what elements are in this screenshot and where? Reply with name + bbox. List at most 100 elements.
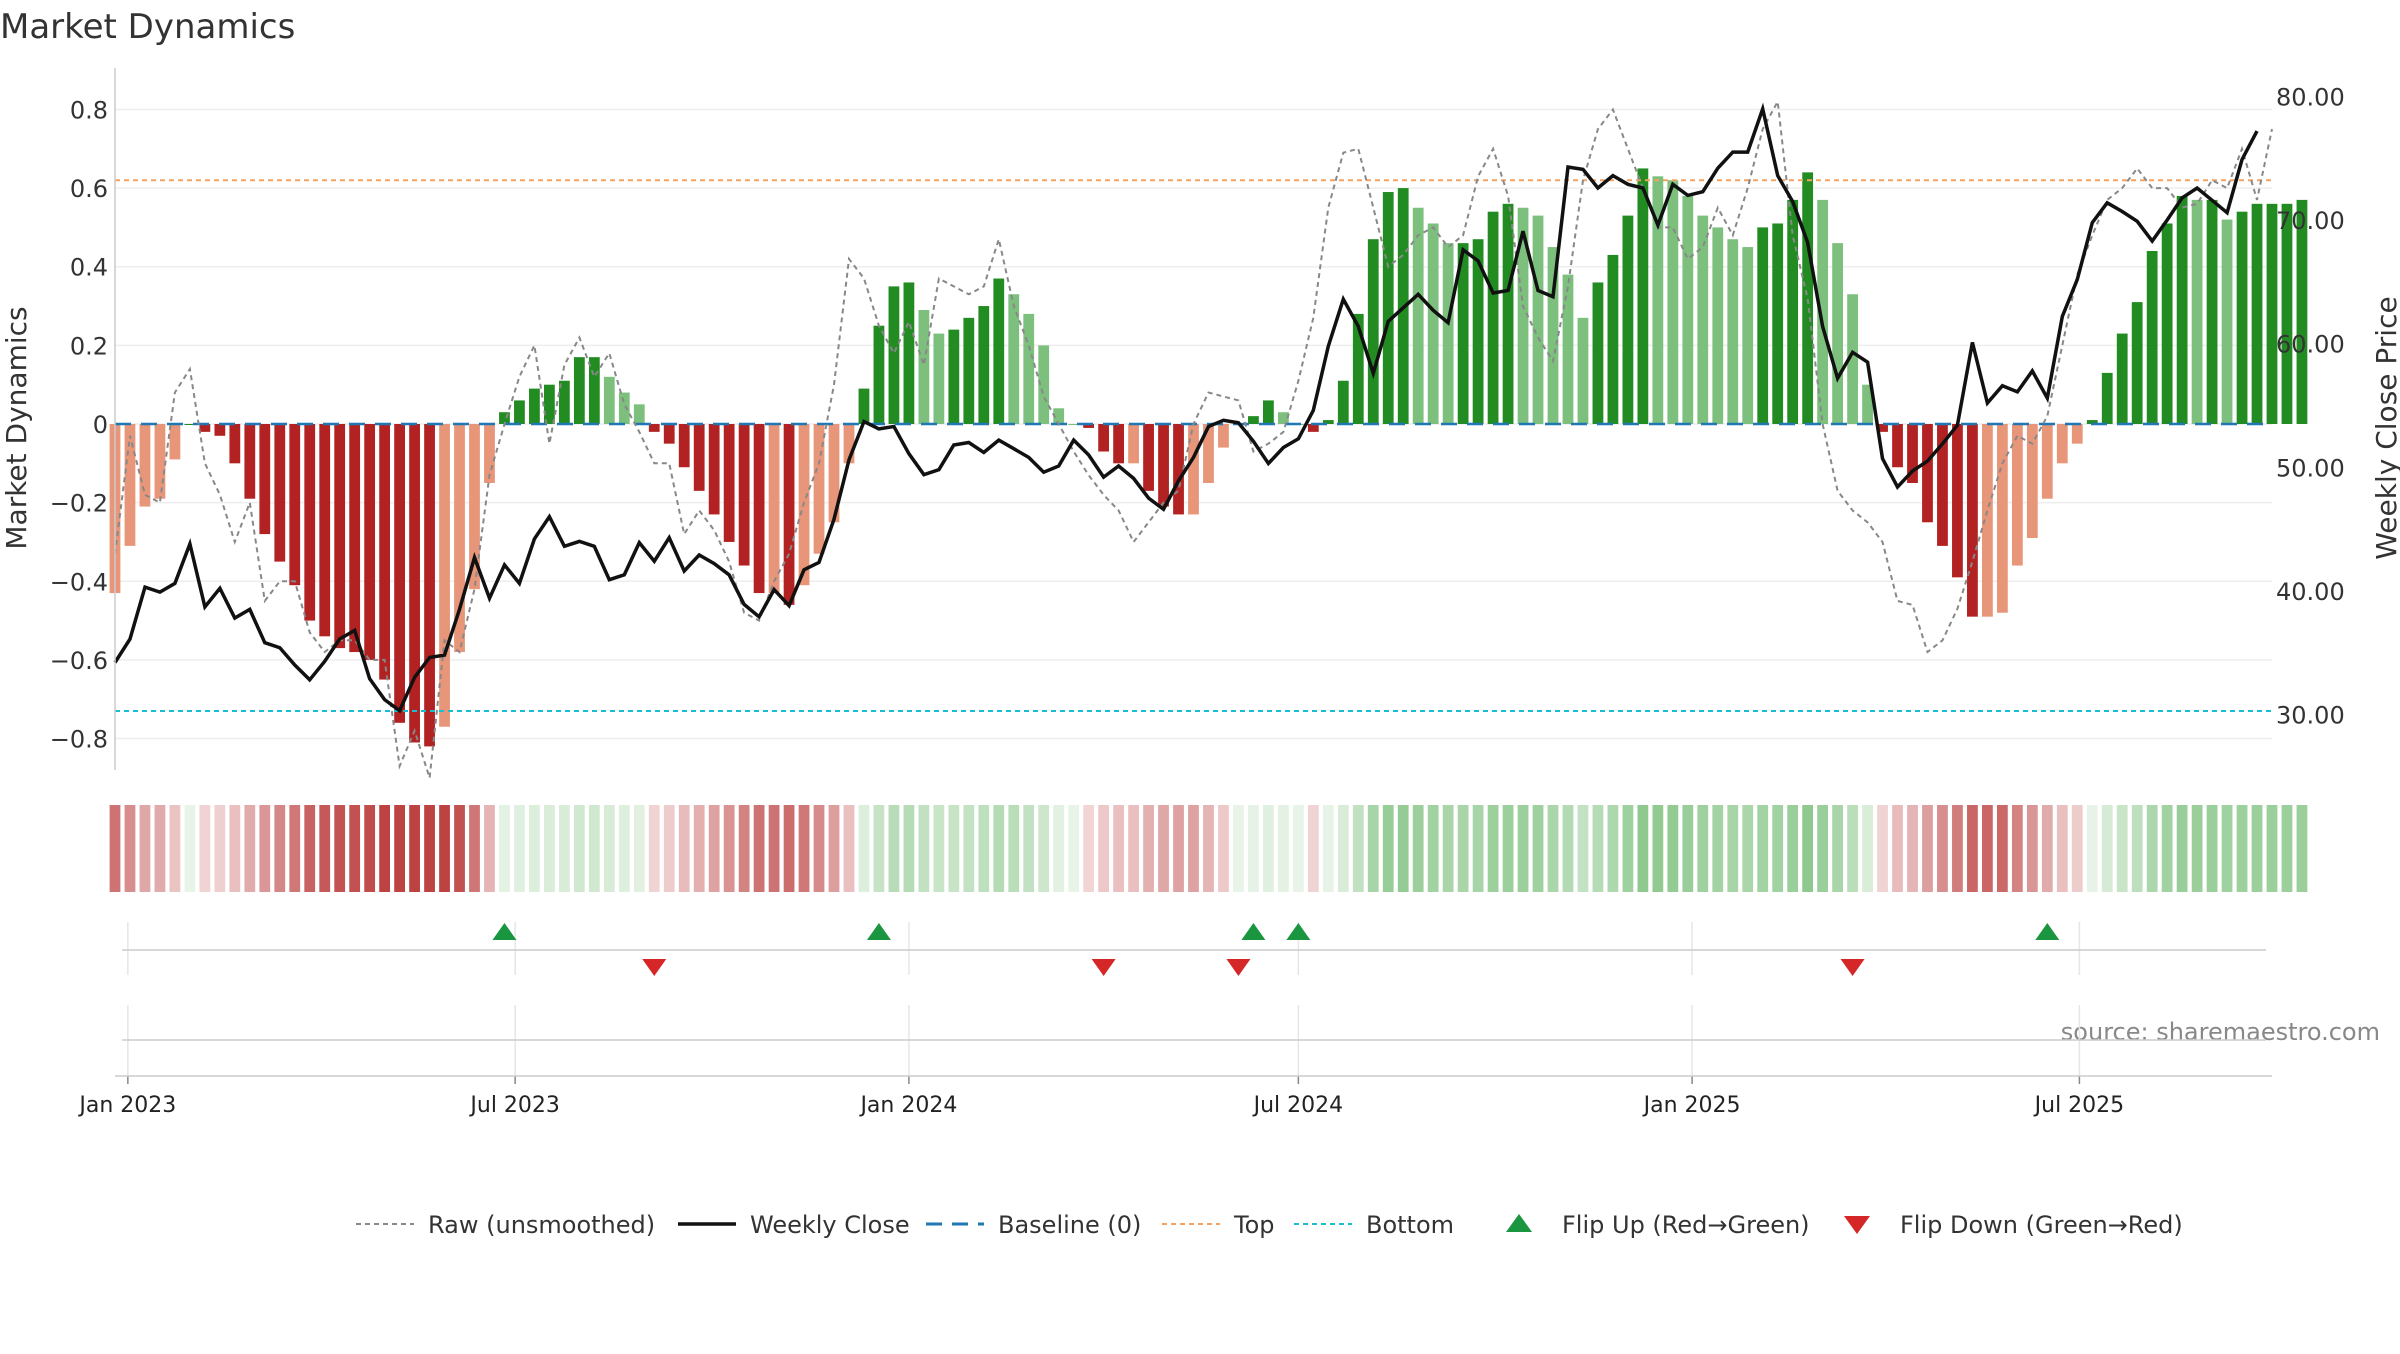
regime-cell <box>1248 805 1259 892</box>
regime-cell <box>1382 805 1394 892</box>
dynamics-bar <box>1802 172 1814 424</box>
dynamics-bar <box>753 424 765 594</box>
regime-cell <box>1757 805 1769 892</box>
regime-cell <box>1292 805 1304 892</box>
regime-cell <box>888 805 900 892</box>
regime-cell <box>1592 805 1604 892</box>
dynamics-bar <box>1667 180 1679 424</box>
regime-cell <box>753 805 765 892</box>
dynamics-bar <box>948 329 960 424</box>
dynamics-bar <box>1038 345 1050 424</box>
regime-cell <box>1053 805 1065 892</box>
regime-cell <box>633 805 645 892</box>
regime-cell <box>109 805 121 892</box>
dynamics-bar <box>1757 227 1769 424</box>
x-tick-label: Jan 2024 <box>858 1093 957 1118</box>
regime-cell <box>499 805 510 892</box>
dynamics-bar <box>394 424 405 723</box>
regime-cell <box>1487 805 1499 892</box>
dynamics-bar <box>1652 176 1664 424</box>
dynamics-bar <box>1367 239 1379 424</box>
right-tick-label: 50.00 <box>2276 454 2345 482</box>
dynamics-bar <box>1787 199 1799 424</box>
regime-cell <box>1742 805 1754 892</box>
regime-cell <box>873 805 885 892</box>
dynamics-bar <box>648 424 660 432</box>
flip-down-marker <box>642 959 667 976</box>
regime-cell <box>978 805 990 892</box>
dynamics-bar <box>1248 416 1259 424</box>
regime-cell <box>603 805 615 892</box>
dynamics-bar <box>544 384 555 424</box>
regime-cell <box>289 805 301 892</box>
dynamics-bar <box>514 400 525 424</box>
regime-cell <box>1233 805 1244 892</box>
regime-cell <box>1697 805 1709 892</box>
dynamics-bar <box>1412 207 1424 424</box>
regime-cell <box>364 805 376 892</box>
regime-cell <box>1652 805 1664 892</box>
flip-up-marker <box>2035 923 2060 940</box>
dynamics-bar <box>993 278 1005 424</box>
regime-cell <box>1173 805 1184 892</box>
regime-cell <box>304 805 316 892</box>
regime-cell <box>1667 805 1679 892</box>
dynamics-bar <box>1622 215 1634 424</box>
flip-up-marker <box>1286 923 1311 940</box>
regime-cell <box>1307 805 1319 892</box>
regime-cell <box>2041 805 2053 892</box>
dynamics-bar <box>963 317 975 424</box>
dynamics-bar <box>2146 251 2158 424</box>
raw-line <box>114 98 2273 779</box>
regime-cell <box>424 805 435 892</box>
dynamics-bar <box>1143 424 1154 491</box>
right-tick-label: 70.00 <box>2276 207 2345 235</box>
legend-swatch-flip-up <box>1506 1214 1532 1232</box>
regime-cell <box>1577 805 1589 892</box>
regime-cell <box>2251 805 2263 892</box>
regime-cell <box>2161 805 2173 892</box>
dynamics-bar <box>244 424 256 499</box>
dynamics-bar <box>1847 294 1858 424</box>
dynamics-bar <box>933 333 945 424</box>
regime-cell <box>529 805 540 892</box>
regime-cell <box>798 805 810 892</box>
right-tick-label: 80.00 <box>2276 84 2345 112</box>
regime-cell <box>1967 805 1978 892</box>
axes: 0.8 0.6 0.4 0.2 0 −0.2 −0.4 −0.6 −0.8 80.00 70.00 6… <box>50 68 2345 1118</box>
regime-cell <box>349 805 361 892</box>
dynamics-bar <box>1832 243 1843 424</box>
regime-cell <box>454 805 465 892</box>
regime-cell <box>379 805 391 892</box>
dynamics-bar <box>274 424 286 562</box>
dynamics-bar <box>603 376 615 424</box>
dynamics-bar <box>843 424 855 464</box>
regime-cell <box>2011 805 2023 892</box>
regime-cell <box>1996 805 2008 892</box>
regime-cell <box>469 805 480 892</box>
regime-cell <box>1922 805 1933 892</box>
regime-cell <box>1113 805 1124 892</box>
dynamics-bar <box>229 424 241 464</box>
dynamics-bar <box>1203 424 1214 483</box>
x-tick-label: Jan 2025 <box>1642 1093 1741 1118</box>
dynamics-bar <box>1996 424 2008 613</box>
dynamics-bar <box>319 424 331 637</box>
legend-label: Raw (unsmoothed) <box>428 1211 655 1239</box>
right-tick-label: 30.00 <box>2276 701 2345 729</box>
regime-cell <box>963 805 975 892</box>
regime-cell <box>2176 805 2188 892</box>
regime-cell <box>1937 805 1948 892</box>
dynamics-bar <box>1727 239 1739 424</box>
dynamics-bar <box>364 424 376 660</box>
dynamics-bar <box>2056 424 2068 464</box>
left-tick-label: −0.4 <box>50 568 108 596</box>
regime-cell <box>648 805 660 892</box>
dynamics-bar <box>2161 223 2173 424</box>
dynamics-bar <box>1457 243 1469 424</box>
x-tick-label: Jan 2023 <box>77 1093 176 1118</box>
regime-cell <box>2266 805 2278 892</box>
flip-up-marker <box>1241 923 1266 940</box>
dynamics-bar <box>529 388 540 424</box>
